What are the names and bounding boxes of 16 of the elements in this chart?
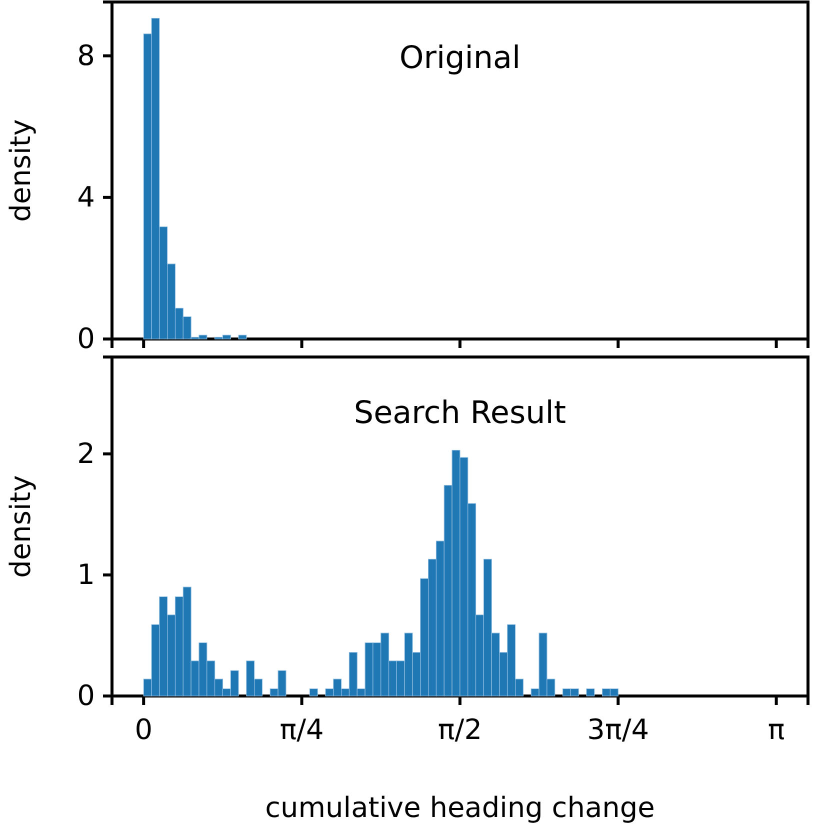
x-axis-title: cumulative heading change: [265, 791, 655, 824]
y-tick-label: 1: [77, 558, 95, 591]
x-tick-label: π/4: [280, 712, 324, 746]
y-axis-title: density: [4, 119, 37, 222]
x-tick-label: π: [768, 712, 785, 746]
y-tick-label: 4: [77, 180, 95, 214]
y-axis-title: density: [4, 475, 37, 578]
x-tick-label: 0: [134, 712, 153, 746]
y-tick-label: 0: [77, 322, 95, 355]
x-tick-label: 3π/4: [587, 712, 650, 746]
text: Original: [399, 40, 521, 76]
x-tick-label: π/2: [438, 712, 482, 746]
y-tick-label: 8: [77, 38, 95, 72]
y-tick-label: 0: [77, 678, 95, 712]
y-tick-label: 2: [77, 436, 95, 470]
text: Search Result: [354, 395, 566, 431]
